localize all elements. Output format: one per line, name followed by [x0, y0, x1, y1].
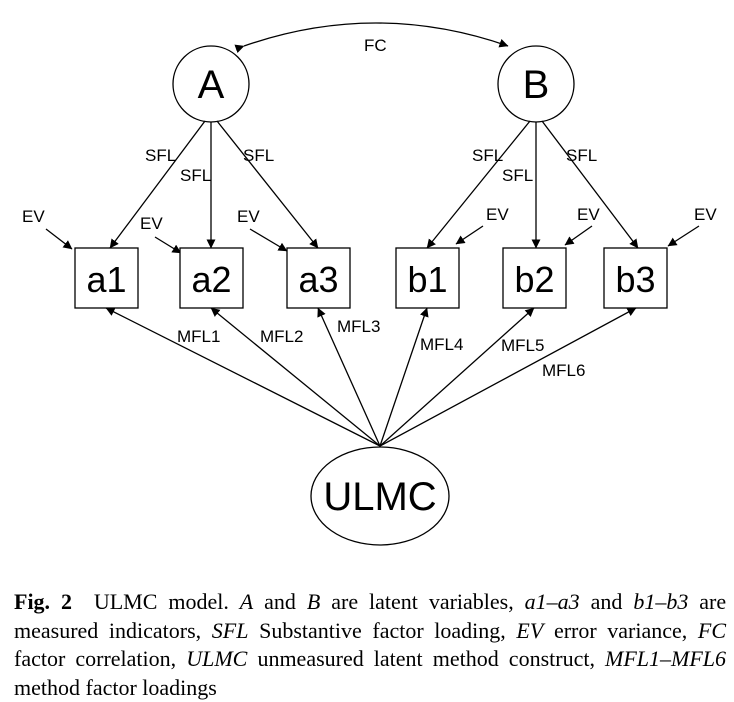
- mfl-label-2: MFL2: [260, 327, 303, 346]
- ev-label-b1: EV: [486, 205, 509, 224]
- ev-arrow-a2: [154, 236, 182, 254]
- latent-node-a-label: A: [198, 63, 225, 107]
- ev-label-b3: EV: [694, 205, 717, 224]
- sfl-label-b2: SFL: [502, 166, 533, 185]
- indicator-label-b1: b1: [407, 259, 447, 300]
- indicator-box-b1: [395, 247, 460, 309]
- ev-arrow-b3: [667, 225, 700, 247]
- indicator-box-b3: [603, 247, 668, 309]
- ev-arrow-b2: [564, 225, 593, 246]
- ev-label-a1: EV: [22, 207, 45, 226]
- indicator-box-a3: [286, 247, 351, 309]
- sfl-label-a3: SFL: [243, 146, 274, 165]
- sfl-label-b1: SFL: [472, 146, 503, 165]
- indicator-label-b3: b3: [615, 259, 655, 300]
- mfl-label-6: MFL6: [542, 361, 585, 380]
- indicator-label-b2: b2: [514, 259, 554, 300]
- mfl-arrow-6: [379, 307, 637, 447]
- sfl-label-a1: SFL: [145, 146, 176, 165]
- ulmc-node-label: ULMC: [323, 475, 436, 519]
- figure-label: Fig. 2: [14, 589, 72, 614]
- mfl-label-3: MFL3: [337, 317, 380, 336]
- mfl-label-1: MFL1: [177, 327, 220, 346]
- indicator-box-b2: [502, 247, 567, 309]
- mfl-arrow-4: [379, 307, 429, 447]
- ulmc-node: [310, 446, 450, 546]
- fc-label: FC: [364, 36, 387, 55]
- indicator-label-a3: a3: [298, 259, 338, 300]
- indicator-box-a2: [179, 247, 244, 309]
- mfl-arrow-5: [379, 307, 535, 447]
- sfl-arrow-b-b3: [541, 120, 639, 249]
- fc-correlation-arrow: [234, 22, 509, 54]
- mfl-arrow-1: [105, 307, 381, 447]
- ev-arrow-a3: [249, 228, 288, 252]
- latent-node-b-label: B: [523, 63, 550, 107]
- mfl-label-5: MFL5: [501, 336, 544, 355]
- mfl-label-4: MFL4: [420, 335, 463, 354]
- sfl-arrow-a-a3: [216, 120, 319, 249]
- figure-caption: Fig. 2 ULMC model. A and B are latent va…: [14, 589, 727, 700]
- ev-label-a3: EV: [237, 207, 260, 226]
- sfl-label-b3: SFL: [566, 146, 597, 165]
- ev-label-a2: EV: [140, 214, 163, 233]
- ev-arrow-b1: [455, 225, 484, 245]
- indicator-box-a1: [74, 247, 139, 309]
- sfl-label-a2: SFL: [180, 166, 211, 185]
- ulmc-model-diagram: FC A B SFL SFL SFL SFL SFL SFL EV EV EV …: [22, 22, 717, 546]
- indicator-label-a1: a1: [86, 259, 126, 300]
- mfl-arrow-3: [317, 307, 381, 447]
- sfl-arrow-b-b1: [426, 120, 531, 249]
- mfl-arrow-2: [210, 307, 381, 447]
- ev-arrow-a1: [45, 228, 73, 250]
- indicator-label-a2: a2: [191, 259, 231, 300]
- ev-label-b2: EV: [577, 205, 600, 224]
- sfl-arrow-a-a1: [109, 120, 206, 249]
